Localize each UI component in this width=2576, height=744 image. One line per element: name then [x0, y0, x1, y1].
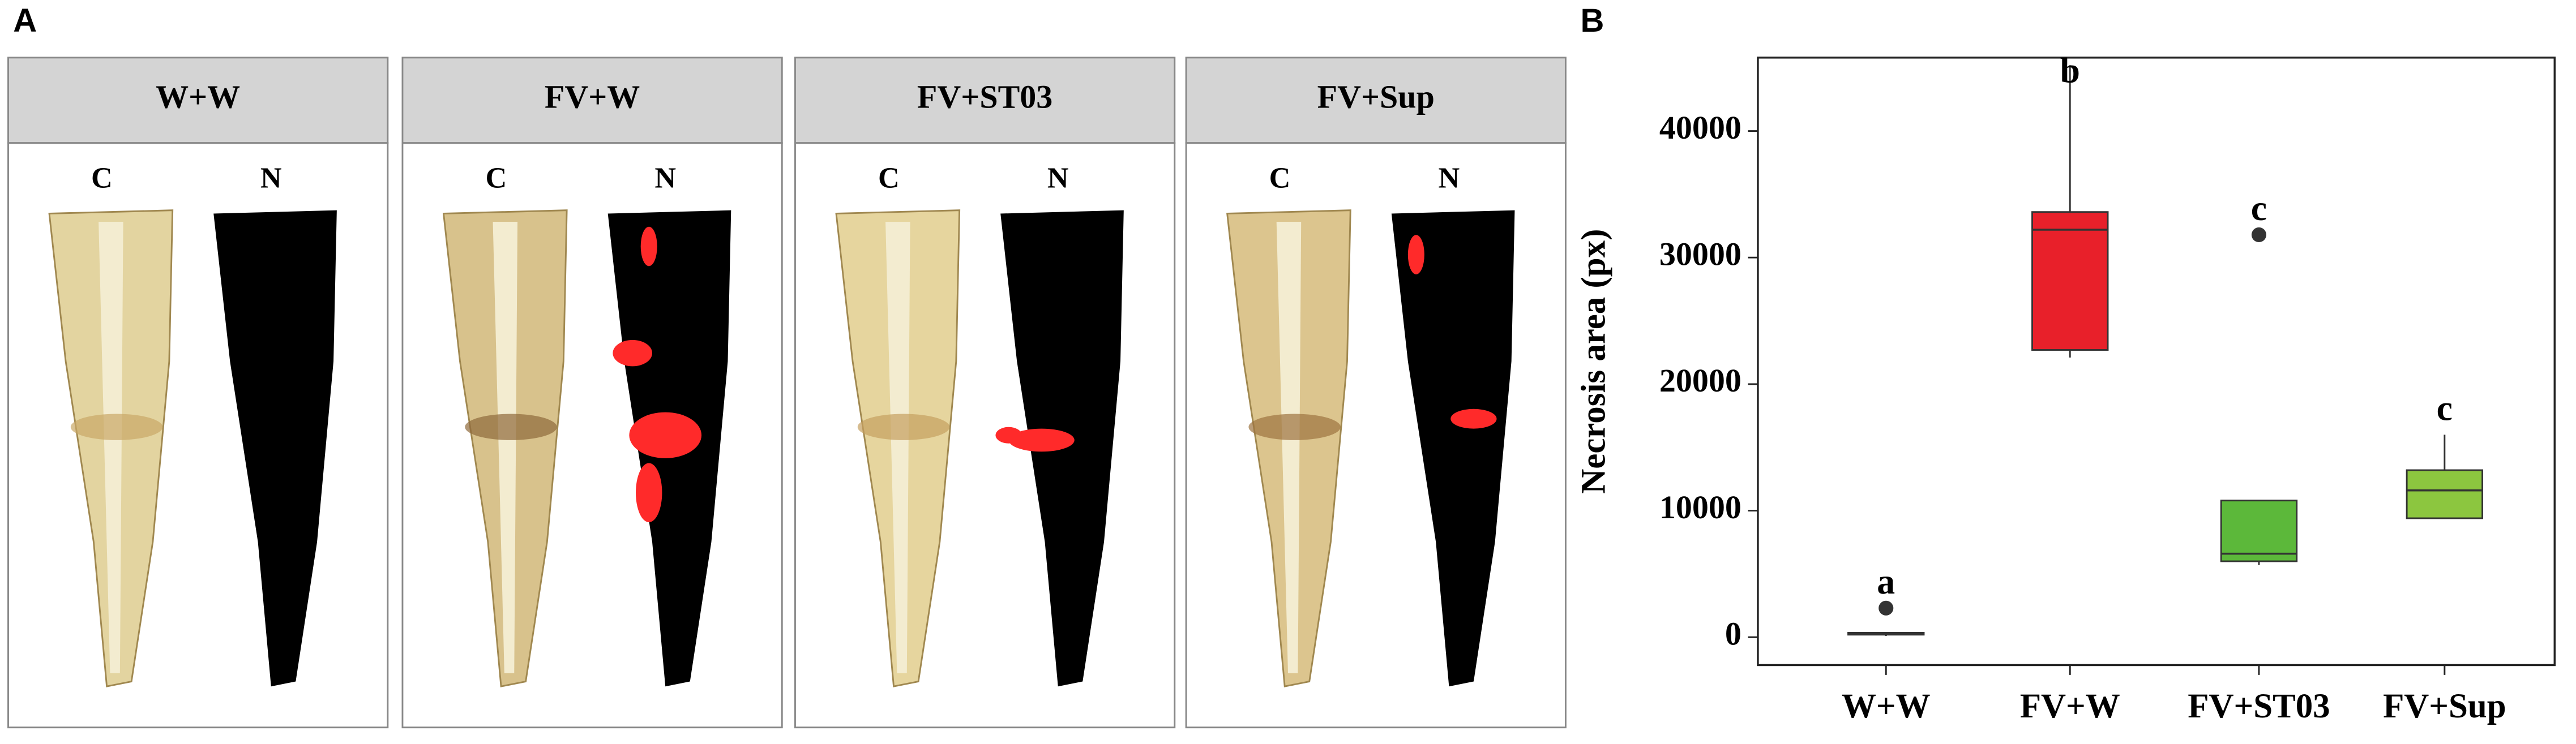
panel-sublabel: C	[1269, 161, 1291, 194]
panel-header	[1185, 57, 1567, 144]
panel-sublabel: C	[91, 161, 113, 194]
significance-letter: a	[1877, 561, 1895, 601]
panel-sublabel: N	[654, 161, 676, 194]
necrosis-spot	[640, 226, 657, 266]
panel-header	[401, 57, 783, 144]
x-tick-label: FV+Sup	[2383, 687, 2506, 725]
leaf-midrib	[493, 221, 518, 673]
significance-letter: b	[2060, 50, 2081, 90]
panel-title: W+W	[156, 79, 240, 115]
leaf-midrib	[1276, 221, 1302, 673]
outlier	[1878, 600, 1894, 616]
leaf-lesion	[70, 414, 163, 440]
leaf-midrib	[99, 221, 123, 673]
significance-letter: c	[2437, 388, 2453, 428]
box	[2220, 500, 2298, 562]
box	[2031, 211, 2109, 351]
panel-header	[794, 57, 1176, 144]
leaf-lesion	[465, 414, 557, 440]
box	[2406, 469, 2484, 519]
x-tick-label: FV+W	[2020, 687, 2120, 725]
significance-letter: c	[2251, 188, 2267, 228]
leaf-mask	[1391, 210, 1515, 687]
panel-label: B	[1581, 2, 1604, 39]
x-tick-label: FV+ST03	[2188, 687, 2330, 725]
necrosis-spot	[1450, 408, 1497, 429]
y-axis-label: Necrosis area (px)	[1575, 229, 1613, 494]
necrosis-spot	[613, 339, 653, 367]
panel-title: FV+Sup	[1317, 79, 1435, 115]
leaf-midrib	[885, 221, 910, 673]
y-tick-label: 0	[1725, 616, 1741, 652]
y-tick-label: 40000	[1659, 109, 1741, 146]
necrosis-spot	[1008, 428, 1075, 452]
panel-title: FV+W	[545, 79, 640, 115]
panel-label: A	[13, 2, 37, 39]
panel-sublabel: C	[485, 161, 507, 194]
leaf-lesion	[1248, 414, 1341, 440]
y-tick-label: 20000	[1659, 362, 1741, 399]
y-tick-label: 10000	[1659, 489, 1741, 526]
panel-sublabel: N	[1439, 161, 1460, 194]
panel-sublabel: C	[878, 161, 900, 194]
necrosis-spot	[635, 463, 662, 523]
leaf-lesion	[857, 414, 950, 440]
x-tick-label: W+W	[1842, 687, 1931, 725]
panel-sublabel: N	[260, 161, 282, 194]
plot-frame	[1757, 57, 2556, 666]
necrosis-spot	[629, 412, 702, 458]
necrosis-spot	[1407, 235, 1424, 274]
necrosis-spot	[995, 427, 1022, 444]
panel-sublabel: N	[1047, 161, 1069, 194]
y-tick-label: 30000	[1659, 236, 1741, 273]
outlier	[2251, 227, 2267, 243]
panel-title: FV+ST03	[917, 79, 1052, 115]
leaf-mask	[213, 210, 337, 687]
